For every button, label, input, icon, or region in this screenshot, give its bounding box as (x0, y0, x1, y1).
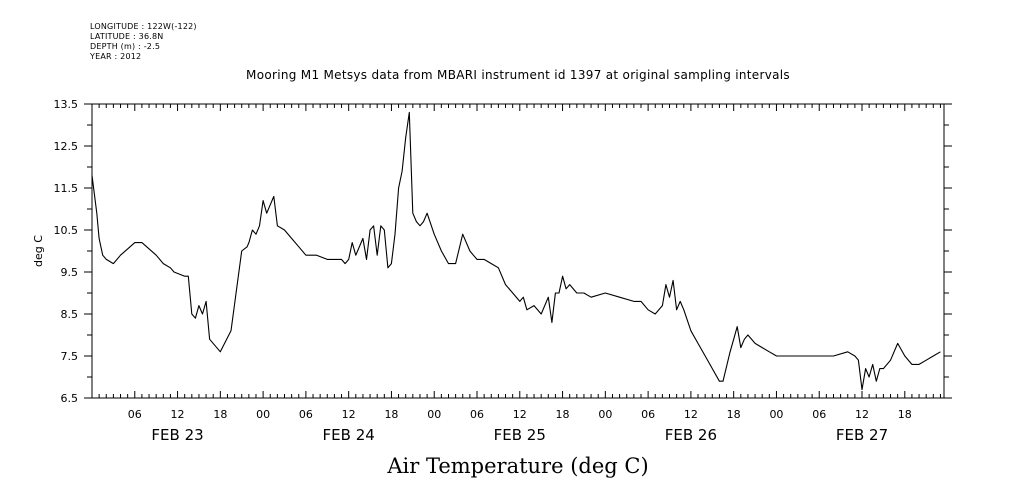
depth-label: DEPTH (m) : -2.5 (90, 42, 161, 51)
x-hour-label: 18 (556, 408, 570, 421)
x-day-label: FEB 25 (494, 426, 546, 444)
temperature-series-line (91, 111, 941, 391)
y-axis-label: deg C (32, 235, 45, 267)
x-hour-label: 12 (513, 408, 527, 421)
x-day-label: FEB 24 (323, 426, 375, 444)
x-hour-label: 12 (855, 408, 869, 421)
y-tick-label: 10.5 (54, 224, 79, 237)
x-hour-label: 12 (684, 408, 698, 421)
x-hour-label: 06 (812, 408, 826, 421)
x-hour-label: 12 (342, 408, 356, 421)
x-hour-label: 18 (213, 408, 227, 421)
x-day-label: FEB 23 (151, 426, 203, 444)
x-hour-label: 06 (128, 408, 142, 421)
x-hour-label: 18 (384, 408, 398, 421)
y-tick-label: 11.5 (54, 182, 79, 195)
y-tick-label: 8.5 (61, 308, 79, 321)
y-tick-label: 9.5 (61, 266, 79, 279)
x-hour-label: 18 (727, 408, 741, 421)
y-tick-label: 7.5 (61, 350, 79, 363)
x-hour-label: 00 (769, 408, 783, 421)
x-day-label: FEB 26 (665, 426, 717, 444)
x-hour-label: 12 (171, 408, 185, 421)
year-label: YEAR : 2012 (90, 52, 142, 61)
chart-title: Mooring M1 Metsys data from MBARI instru… (246, 68, 790, 82)
x-hour-label: 00 (256, 408, 270, 421)
x-hour-label: 00 (598, 408, 612, 421)
y-tick-label: 6.5 (61, 392, 79, 405)
metadata-block: LONGITUDE : 122W(-122) LATITUDE : 36.8N … (90, 22, 197, 62)
chart-caption: Air Temperature (deg C) (387, 454, 649, 478)
x-hour-label: 06 (641, 408, 655, 421)
x-hour-label: 06 (299, 408, 313, 421)
axis-ticks (84, 103, 952, 399)
x-day-label: FEB 27 (836, 426, 888, 444)
x-hour-label: 18 (898, 408, 912, 421)
y-tick-label: 13.5 (54, 98, 79, 111)
axis-labels: 13.5 12.5 11.5 10.5 9.5 8.5 7.5 6.5 06 12 18 00 06 12… (54, 98, 912, 444)
plot-frame (91, 103, 945, 399)
y-tick-label: 12.5 (54, 140, 79, 153)
latitude-label: LATITUDE : 36.8N (90, 32, 164, 41)
x-hour-label: 06 (470, 408, 484, 421)
longitude-label: LONGITUDE : 122W(-122) (90, 22, 197, 31)
x-hour-label: 00 (427, 408, 441, 421)
